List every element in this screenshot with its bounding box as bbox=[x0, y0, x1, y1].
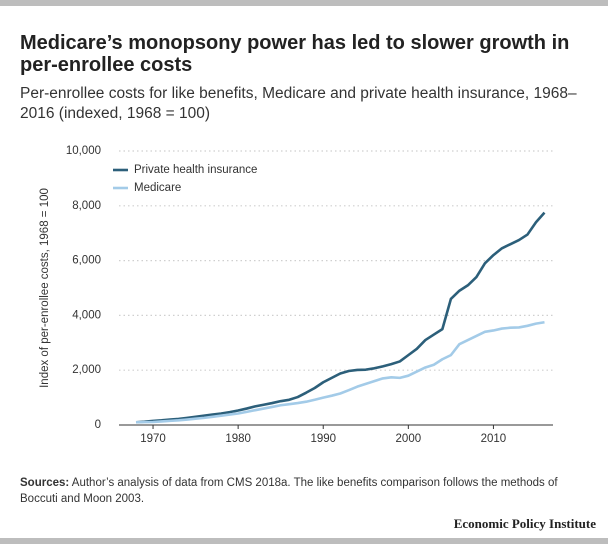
series-line bbox=[135, 211, 546, 424]
y-tick-label: 4,000 bbox=[72, 309, 101, 321]
legend-label: Medicare bbox=[134, 182, 181, 194]
sources-text: Author’s analysis of data from CMS 2018a… bbox=[20, 477, 558, 505]
y-tick-label: 6,000 bbox=[72, 255, 101, 267]
x-tick-label: 1980 bbox=[225, 433, 251, 445]
legend-label: Private health insurance bbox=[134, 164, 257, 176]
chart-subtitle: Per-enrollee costs for like benefits, Me… bbox=[20, 85, 577, 122]
sources: Sources: Author’s analysis of data from … bbox=[20, 475, 580, 507]
top-bar bbox=[0, 0, 608, 6]
footer: Economic Policy Institute bbox=[453, 516, 596, 531]
series-line bbox=[135, 320, 545, 424]
y-axis-label: Index of per-enrollee costs, 1968 = 100 bbox=[39, 188, 51, 388]
bottom-bar bbox=[0, 538, 608, 544]
y-tick-label: 2,000 bbox=[72, 364, 101, 376]
x-tick-label: 2010 bbox=[481, 433, 507, 445]
x-tick-label: 1970 bbox=[140, 433, 166, 445]
y-tick-label: 10,000 bbox=[66, 145, 101, 157]
x-tick-label: 1990 bbox=[310, 433, 336, 445]
chart-title: Medicare’s monopsony power has led to sl… bbox=[20, 32, 570, 76]
x-tick-label: 2000 bbox=[396, 433, 422, 445]
y-tick-label: 0 bbox=[95, 419, 101, 431]
sources-label: Sources: bbox=[20, 477, 70, 489]
y-tick-label: 8,000 bbox=[72, 200, 101, 212]
